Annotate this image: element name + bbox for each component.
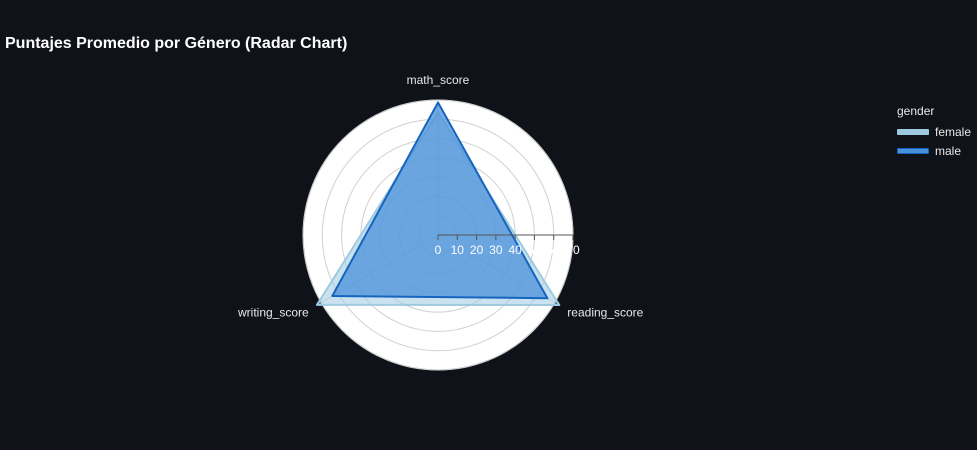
legend-label-male: male: [935, 143, 962, 158]
radial-tick-label-70: 70: [566, 243, 580, 257]
legend: gender female male: [897, 104, 971, 160]
legend-swatch-male: [897, 147, 929, 154]
radial-tick-label-20: 20: [470, 243, 484, 257]
axis-label-writing_score: writing_score: [237, 306, 309, 320]
series-polygon-male: [331, 101, 549, 300]
radial-tick-label-40: 40: [508, 243, 522, 257]
legend-title: gender: [897, 104, 935, 118]
legend-item-male[interactable]: male: [897, 141, 971, 160]
legend-swatch-female: [897, 128, 929, 135]
axis-label-math_score: math_score: [407, 73, 470, 87]
radial-tick-label-50: 50: [528, 243, 542, 257]
axis-label-reading_score: reading_score: [567, 306, 643, 320]
radial-tick-label-0: 0: [435, 243, 442, 257]
radial-tick-label-10: 10: [451, 243, 465, 257]
legend-item-female[interactable]: female: [897, 122, 971, 141]
radial-tick-label-30: 30: [489, 243, 503, 257]
legend-label-female: female: [935, 124, 972, 139]
chart-title: Puntajes Promedio por Género (Radar Char…: [5, 35, 348, 52]
radial-tick-label-60: 60: [547, 243, 561, 257]
